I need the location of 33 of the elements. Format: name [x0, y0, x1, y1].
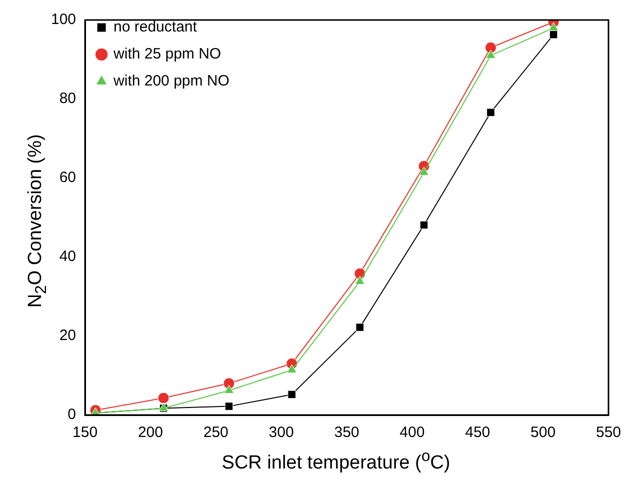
point — [484, 42, 496, 54]
point — [354, 276, 365, 284]
point — [548, 22, 559, 31]
legend-label: with 25 ppm NO — [112, 46, 222, 63]
x-tick-label: 150 — [72, 424, 98, 442]
point — [224, 384, 234, 394]
point — [486, 50, 496, 59]
y-tick-label: 40 — [59, 248, 76, 266]
y-tick-label: 0 — [68, 406, 76, 424]
legend-label: with 200 ppm NO — [112, 72, 230, 90]
point — [486, 108, 495, 117]
point — [158, 392, 170, 404]
point — [356, 323, 364, 332]
y-tick-label: 80 — [59, 90, 76, 108]
point — [549, 30, 558, 39]
point — [288, 390, 296, 399]
point — [224, 402, 234, 410]
y-tick-label: 100 — [50, 11, 76, 28]
x-axis-title: SCR inlet temperature ($^{o}$C) — [220, 448, 452, 474]
x-tick-label: 200 — [138, 424, 163, 442]
point — [420, 220, 428, 230]
point — [418, 166, 429, 176]
x-tick-label: 450 — [465, 424, 490, 442]
x-tick-label: 400 — [400, 424, 425, 442]
legend-label: no reductant — [114, 18, 198, 36]
x-tick-label: 350 — [334, 424, 360, 442]
y-tick-label: 20 — [59, 327, 76, 344]
x-tick-label: 250 — [203, 424, 228, 442]
point — [286, 364, 297, 373]
x-tick-label: 500 — [530, 424, 556, 442]
y-tick-label: 60 — [59, 169, 76, 186]
x-tick-label: 550 — [596, 424, 621, 442]
x-tick-label: 300 — [268, 424, 294, 442]
